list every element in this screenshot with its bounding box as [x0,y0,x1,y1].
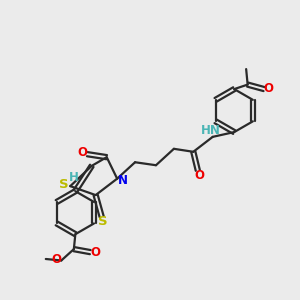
Text: O: O [78,146,88,159]
Text: O: O [264,82,274,95]
Text: S: S [98,215,108,229]
Text: N: N [118,174,128,187]
Text: O: O [90,246,100,259]
Text: S: S [59,178,68,191]
Text: H: H [69,170,79,184]
Text: O: O [194,169,204,182]
Text: O: O [51,254,61,266]
Text: HN: HN [201,124,221,137]
